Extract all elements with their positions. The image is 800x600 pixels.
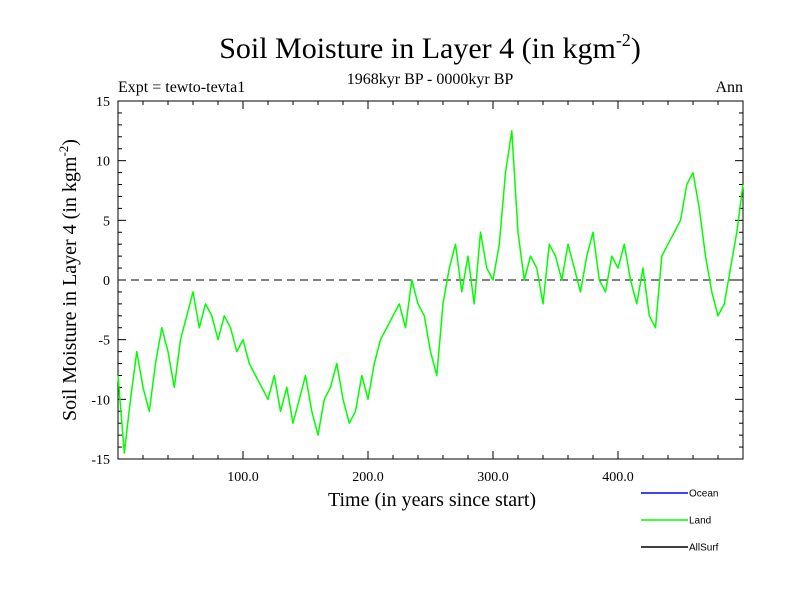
y-tick-label: 5 <box>103 214 110 229</box>
y-tick-label: 15 <box>96 95 110 110</box>
series-line-land <box>117 130 744 454</box>
y-tick-label: -15 <box>91 453 110 468</box>
y-tick-label: -10 <box>91 393 110 408</box>
x-tick-label: 400.0 <box>602 470 634 485</box>
title-end: ) <box>631 32 641 65</box>
legend-label-ocean: Ocean <box>689 489 718 500</box>
x-tick-label: 100.0 <box>227 470 259 485</box>
y-tick-label: 10 <box>96 155 110 170</box>
title-text: Soil Moisture in Layer 4 (in kgm <box>219 32 616 65</box>
subtitle-left: Expt = tewto-tevta1 <box>118 79 245 96</box>
title-superscript: -2 <box>616 30 631 50</box>
subtitle-center: 1968kyr BP - 0000kyr BP <box>347 71 514 88</box>
legend-label-allsurf: AllSurf <box>689 543 719 554</box>
ylabel-text: Soil Moisture in Layer 4 (in kgm <box>59 156 81 421</box>
legend-label-land: Land <box>689 516 711 527</box>
x-axis-title: Time (in years since start) <box>328 489 536 511</box>
ylabel-end: ) <box>59 139 81 146</box>
x-tick-label: 300.0 <box>477 470 509 485</box>
chart-title: Soil Moisture in Layer 4 (in kgm-2) <box>219 30 641 65</box>
y-tick-label: 0 <box>103 274 110 289</box>
x-tick-label: 200.0 <box>352 470 384 485</box>
legend: Ocean Land AllSurf <box>641 489 719 554</box>
plot-area: 100.0 200.0 300.0 400.0 -15 -10 -5 0 5 10 15 <box>91 95 744 485</box>
y-tick-label: -5 <box>98 334 110 349</box>
y-axis-title: Soil Moisture in Layer 4 (in kgm-2) <box>56 139 81 421</box>
ylabel-superscript: -2 <box>56 146 71 157</box>
subtitle-right: Ann <box>715 79 743 96</box>
